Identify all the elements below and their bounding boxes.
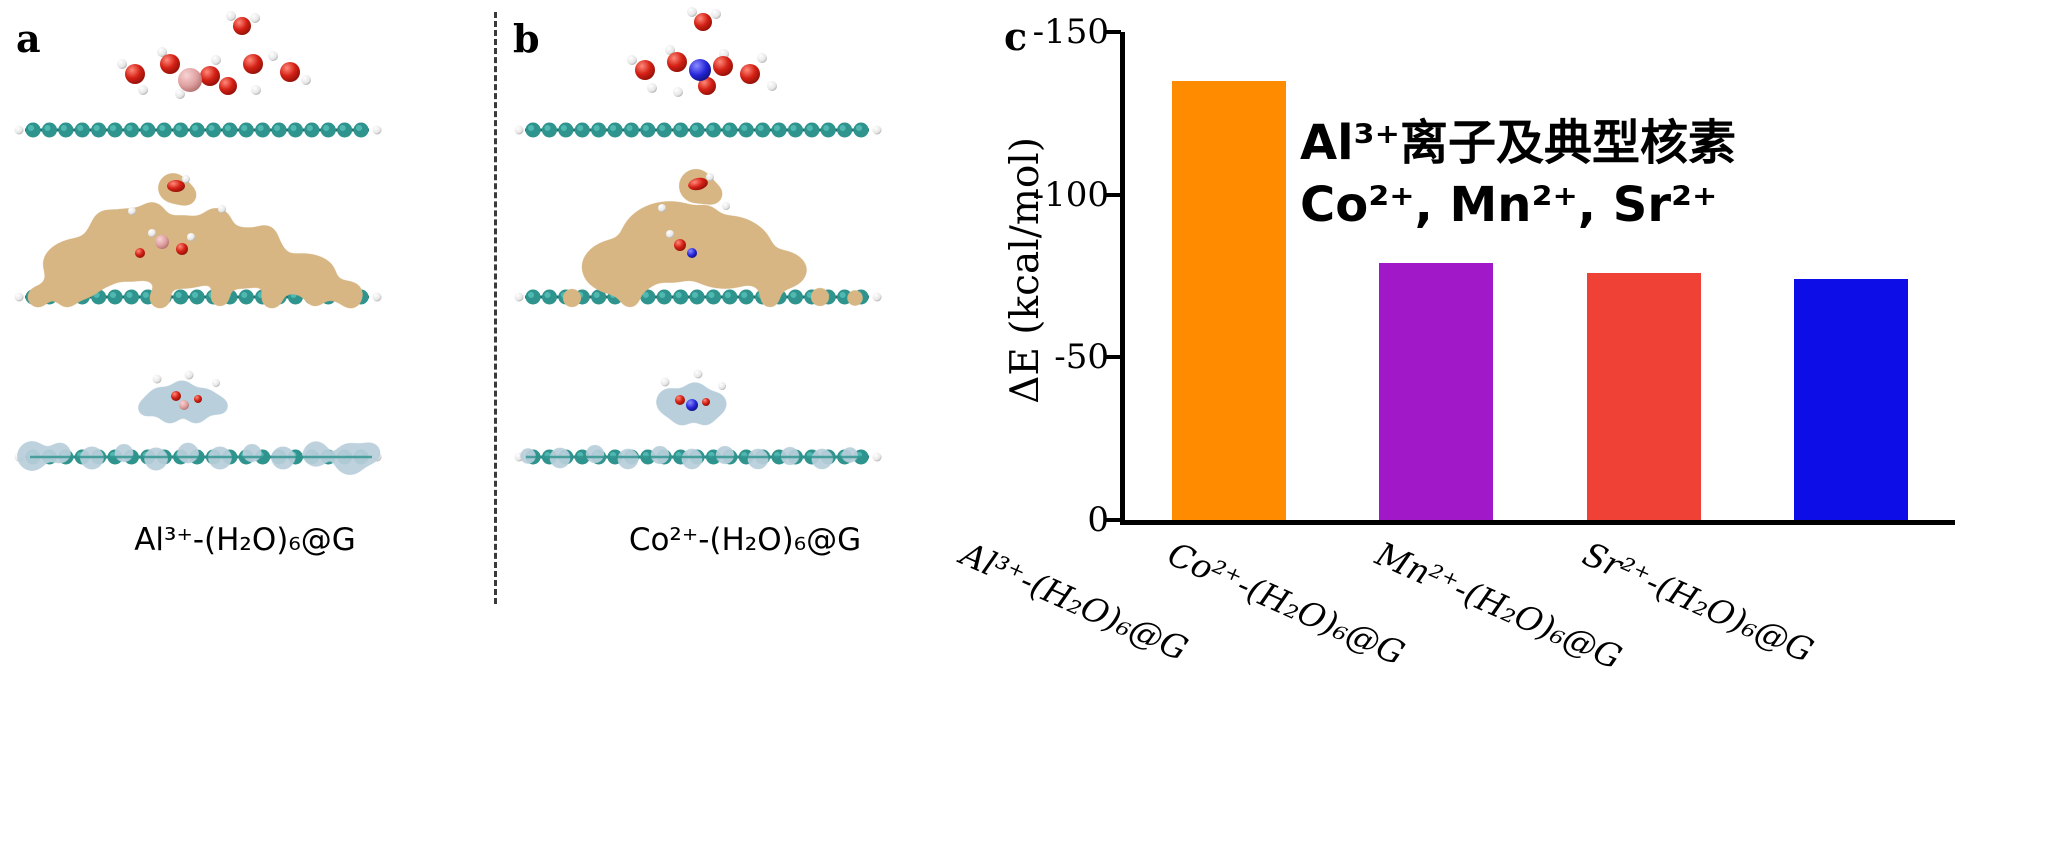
panel-a: a bbox=[0, 0, 490, 620]
panel-label-b: b bbox=[513, 16, 540, 61]
y-axis-tick-label: -150 bbox=[1032, 12, 1109, 52]
panel-divider bbox=[494, 12, 497, 604]
panel-b: b bbox=[505, 0, 985, 620]
aluminum-ion bbox=[178, 68, 202, 92]
y-axis-tick bbox=[1104, 355, 1121, 360]
negative-density-sheet-b bbox=[519, 444, 859, 470]
molecular-render-a bbox=[10, 11, 480, 475]
y-axis-tick-label: -100 bbox=[1032, 174, 1109, 215]
positive-density-isosurface-a bbox=[27, 202, 363, 309]
annotation-line-2: Co²⁺, Mn²⁺, Sr²⁺ bbox=[1300, 177, 1718, 234]
chart-annotation: Al³⁺离子及典型核素 Co²⁺, Mn²⁺, Sr²⁺ bbox=[1300, 112, 1736, 237]
caption-b: Co²⁺-(H₂O)₆@G bbox=[628, 522, 862, 558]
graphene-sheet bbox=[15, 126, 382, 135]
caption-a: Al³⁺-(H₂O)₆@G bbox=[134, 522, 356, 558]
molecular-render-b bbox=[510, 7, 980, 470]
bar-2 bbox=[1586, 272, 1701, 520]
bar-3 bbox=[1794, 279, 1909, 520]
x-axis-tick-label: Al³⁺-(H₂O)₆@G bbox=[954, 534, 1194, 669]
cobalt-ion bbox=[689, 59, 711, 81]
x-axis-tick-label: Co²⁺-(H₂O)₆@G bbox=[1162, 534, 1411, 674]
hydrated-ion-cluster-a bbox=[117, 11, 311, 99]
annotation-line-1: Al³⁺离子及典型核素 bbox=[1300, 115, 1736, 171]
hydrated-ion-cluster-b bbox=[627, 7, 777, 97]
y-axis-tick bbox=[1104, 518, 1121, 522]
y-axis-title-wrap: ΔE (kcal/mol) bbox=[988, 20, 1062, 520]
positive-density-isosurface-b bbox=[562, 202, 864, 308]
plot-area: 0 -50 -100 -150 Al³⁺-(H₂O)₆@G Co²⁺-(H₂O)₆@G Mn… bbox=[955, 12, 1955, 677]
y-axis-tick-label: -50 bbox=[1054, 337, 1109, 378]
panel-label-c: c bbox=[1004, 14, 1028, 59]
y-axis-tick-label: 0 bbox=[1087, 500, 1109, 540]
bar-0 bbox=[1171, 80, 1286, 520]
panel-label-a: a bbox=[16, 16, 41, 61]
y-axis-tick bbox=[1104, 30, 1121, 34]
y-axis-tick bbox=[1104, 192, 1121, 197]
panel-c: c ΔE (kcal/mol) 0 -50 -100 -150 Al³⁺-(H₂O)₆@… bbox=[955, 0, 2048, 845]
bar-1 bbox=[1379, 263, 1494, 520]
graphene-sheet bbox=[515, 126, 882, 135]
